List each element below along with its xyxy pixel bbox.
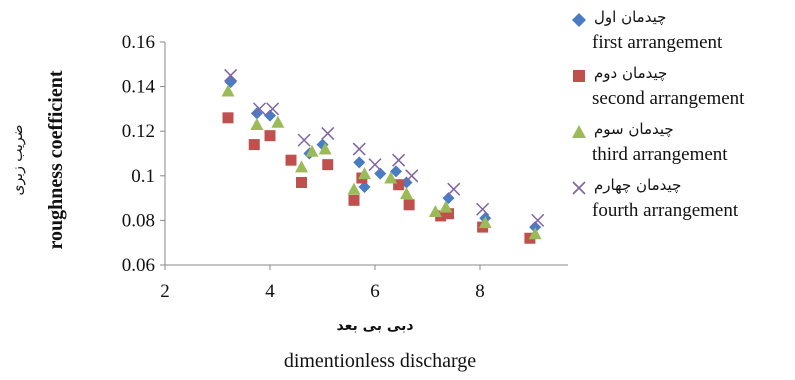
data-point-series-2 [264,130,276,142]
x-tick-label: 6 [370,281,380,302]
legend-item-first: چیدمان اول first arrangement [568,8,794,64]
data-point-series-2 [348,194,360,206]
data-point-series-2 [403,199,415,211]
data-point-series-2 [296,176,307,188]
square-marker-icon [573,70,585,82]
y-tick-label: 0.12 [122,121,155,142]
x-axis-label: dimentionless discharge [283,350,477,372]
legend-item-third: چیدمان سوم third arrangement [568,120,794,176]
data-point-series-4 [321,126,335,140]
axes [160,41,568,270]
data-point-series-4 [447,182,461,196]
data-point-series-4 [368,158,382,172]
data-point-series-2 [443,208,454,220]
data-point-series-3 [347,182,361,195]
data-point-series-4 [297,133,311,147]
y-tick-label: 0.08 [122,210,155,231]
data-point-series-2 [393,179,405,191]
data-point-series-1 [358,180,371,193]
data-point-series-3 [384,171,398,184]
x-tick-label: 8 [475,281,485,302]
data-point-series-3 [305,144,319,157]
x-tick-label: 2 [160,281,170,302]
data-point-series-1 [442,192,455,205]
tick-labels: 0.060.080.10.120.140.16246810 [122,32,485,302]
data-point-series-2 [248,139,260,151]
legend-label-fa: چیدمان سوم [594,120,674,138]
data-point-series-4 [405,169,419,183]
data-point-series-3 [221,84,235,97]
diamond-marker-icon [572,13,586,27]
data-point-series-4 [352,142,366,156]
y-tick-label: 0.14 [122,77,156,98]
data-point-series-3 [478,216,492,229]
y-axis-label: roughness coefficient [45,70,67,249]
chart: 0.060.080.10.120.140.16246810 [122,32,568,302]
data-point-series-3 [358,167,371,180]
data-point-series-1 [250,107,263,120]
data-point-series-3 [439,200,453,213]
data-point-series-1 [353,156,366,169]
data-point-series-3 [528,227,542,240]
y-tick-label: 0.16 [122,32,155,53]
y-tick-label: 0.06 [122,255,155,276]
data-point-series-4 [252,102,267,116]
data-point-series-1 [529,221,542,234]
legend: چیدمان اول first arrangement چیدمان دوم … [568,8,794,232]
legend-item-second: چیدمان دوم second arrangement [568,64,794,120]
data-point-series-1 [264,109,276,122]
x-marker-icon [572,181,586,195]
triangle-marker-icon [572,125,586,138]
data-point-series-4 [476,202,490,216]
data-point-series-4 [531,213,545,227]
data-point-series-2 [322,159,334,171]
x-axis-label-fa: دبی بی بعد [336,318,414,334]
y-tick-label: 0.1 [131,166,155,187]
legend-label-fa: چیدمان دوم [594,64,668,82]
y-axis-labels: ضریب زبری roughness coefficient [10,70,67,249]
data-points [221,68,545,244]
x-tick-label: 4 [265,281,275,302]
y-axis-label-fa: ضریب زبری [10,124,26,195]
legend-label: second arrangement [592,88,745,109]
data-point-series-3 [271,115,285,128]
data-point-series-1 [224,76,237,89]
data-point-series-3 [428,204,442,217]
data-point-series-3 [295,160,308,173]
legend-item-fourth: چیدمان چهارم fourth arrangement [568,176,794,232]
legend-label: fourth arrangement [592,200,739,221]
data-point-series-4 [224,68,238,82]
data-point-series-2 [285,154,297,166]
data-point-series-3 [250,118,264,131]
data-point-series-2 [222,112,234,124]
data-point-series-3 [400,187,413,200]
data-point-series-1 [374,167,387,180]
legend-label: third arrangement [592,144,728,165]
data-point-series-4 [266,102,280,116]
data-point-series-4 [392,153,406,167]
data-point-series-1 [390,165,402,178]
legend-label: first arrangement [592,32,723,53]
legend-label-fa: چیدمان چهارم [594,176,682,194]
data-point-series-3 [318,142,332,155]
legend-label-fa: چیدمان اول [594,8,667,26]
